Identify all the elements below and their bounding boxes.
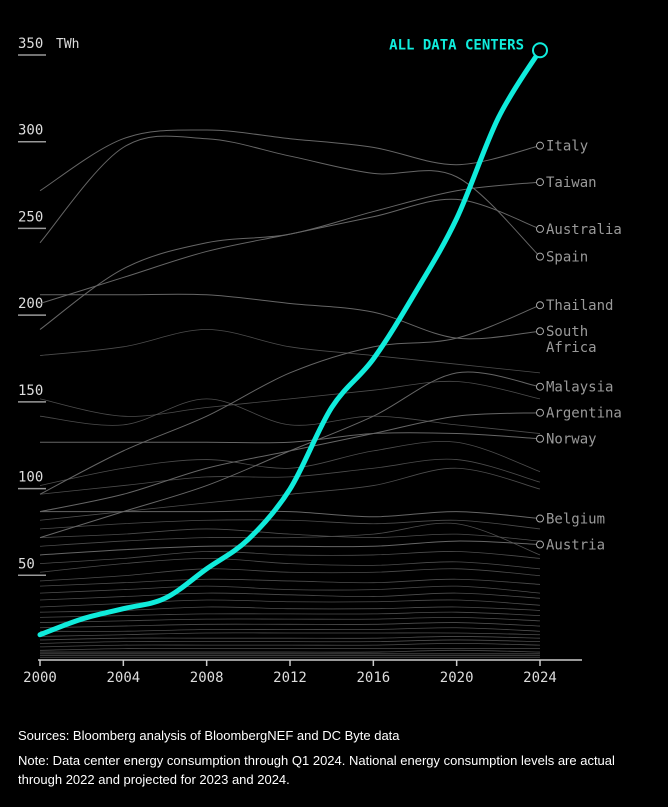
x-tick-label: 2004 (106, 670, 140, 686)
footnote: Note: Data center energy consumption thr… (18, 753, 615, 787)
country-line-south-africa (39, 293, 541, 340)
country-label: Italy (546, 139, 588, 155)
country-line (39, 558, 541, 573)
country-label: Norway (546, 432, 597, 448)
country-line (39, 528, 541, 542)
y-tick-label: 250 (18, 209, 43, 225)
country-label: Thailand (546, 298, 613, 314)
x-tick-label: 2012 (273, 670, 307, 686)
line-chart: 50 100 150 200 250 300 350 TWh Italy Taiwan Austra… (18, 36, 622, 686)
country-line (39, 467, 541, 521)
country-line (39, 578, 541, 587)
country-end-marker (536, 252, 544, 261)
country-label-line: Austria (546, 538, 605, 554)
country-line-norway (39, 432, 541, 444)
country-line (39, 329, 541, 374)
country-line (39, 632, 541, 637)
country-line (39, 648, 540, 651)
x-tick-label: 2000 (23, 670, 57, 686)
country-end-marker (536, 141, 544, 150)
y-tick-label: 350 (18, 36, 43, 52)
country-line (39, 398, 541, 434)
country-end-marker (536, 514, 544, 523)
country-end-marker (536, 224, 544, 233)
country-line (39, 440, 541, 486)
country-line (39, 458, 541, 495)
country-line (39, 599, 541, 608)
country-label-line: Norway (546, 432, 597, 448)
y-tick-label: 150 (18, 383, 43, 399)
y-tick-label: 300 (18, 123, 43, 139)
country-label: Taiwan (546, 175, 597, 191)
y-tick-label: 200 (18, 296, 43, 312)
country-line (40, 649, 541, 653)
country-label-line: Belgium (546, 512, 605, 528)
country-label-line: Thailand (546, 298, 613, 314)
country-label-line: Malaysia (546, 380, 613, 396)
country-line (39, 611, 541, 618)
y-unit-label: TWh (56, 37, 79, 52)
country-line (39, 592, 541, 601)
country-line (39, 636, 541, 641)
country-line (39, 380, 541, 417)
all-data-centers-line (37, 47, 543, 638)
country-line (39, 627, 541, 632)
all-data-centers-label: ALL DATA CENTERS (389, 37, 524, 53)
all-data-centers-end-marker (532, 42, 548, 59)
y-tick-label: 50 (18, 556, 35, 572)
country-label: Spain (546, 250, 588, 266)
country-end-marker (536, 408, 544, 417)
country-line (39, 639, 541, 644)
country-label-line: Africa (546, 340, 597, 356)
country-line (39, 642, 541, 648)
country-line (39, 519, 541, 530)
x-tick-label: 2008 (190, 670, 224, 686)
country-line-italy (39, 129, 541, 192)
y-tick-label: 100 (18, 470, 43, 486)
country-line (39, 551, 541, 565)
country-label-line: Italy (546, 139, 588, 155)
country-line-thailand (39, 304, 541, 495)
country-label-line: Spain (546, 250, 588, 266)
country-end-marker (536, 301, 544, 310)
country-line-argentina (39, 412, 541, 513)
country-line (39, 568, 541, 582)
country-line-australia (39, 198, 541, 304)
country-label: Argentina (546, 406, 622, 422)
country-label-line: Australia (546, 222, 622, 238)
country-label: Australia (546, 222, 622, 238)
country-line-belgium (40, 510, 541, 520)
x-tick-label: 2016 (356, 670, 390, 686)
country-label: Austria (546, 538, 605, 554)
country-line (39, 616, 541, 623)
country-label-line: South (546, 324, 588, 340)
country-end-marker (536, 327, 544, 336)
country-end-marker (536, 178, 544, 187)
sources-note: Sources: Bloomberg analysis of Bloomberg… (18, 728, 400, 743)
country-label: Belgium (546, 512, 605, 528)
country-line-austria (39, 540, 541, 556)
country-label: South Africa (546, 324, 597, 356)
country-label-line: Argentina (546, 406, 622, 422)
x-tick-label: 2020 (440, 670, 474, 686)
country-line-spain (39, 135, 541, 258)
country-end-marker (536, 434, 544, 443)
country-label: Malaysia (546, 380, 613, 396)
country-line (39, 622, 541, 629)
country-end-marker (536, 382, 544, 391)
country-line (39, 585, 541, 594)
country-line (39, 522, 541, 556)
country-label-line: Taiwan (546, 175, 597, 191)
country-end-marker (536, 540, 544, 549)
x-tick-label: 2024 (523, 670, 557, 686)
